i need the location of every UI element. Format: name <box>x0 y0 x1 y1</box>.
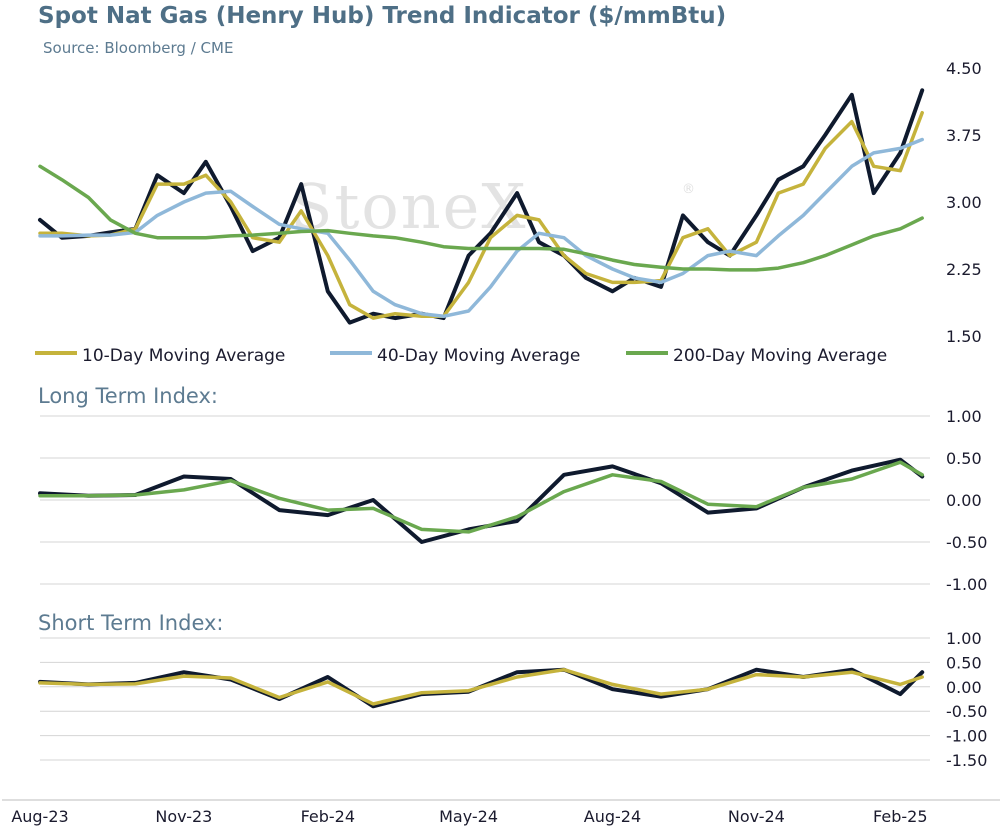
long-term-index-panel: 1.00 0.50 0.00 -0.50 -1.00 <box>38 407 987 594</box>
y-tick-label: 1.00 <box>946 407 982 426</box>
y-tick-label: -0.50 <box>946 702 987 721</box>
y-tick-label: 3.00 <box>946 193 982 212</box>
y-tick-label: 3.75 <box>946 126 982 145</box>
x-tick-label: Nov-23 <box>155 807 212 826</box>
y-tick-label: 1.50 <box>946 327 982 346</box>
y-tick-label: 0.00 <box>946 491 982 510</box>
legend-label-ma10: 10-Day Moving Average <box>82 346 285 366</box>
x-tick-label: Feb-25 <box>873 807 927 826</box>
series-line-ma10 <box>38 667 924 706</box>
legend-label-ma200: 200-Day Moving Average <box>673 346 887 366</box>
x-tick-label: Feb-24 <box>301 807 355 826</box>
y-tick-label: -1.00 <box>946 727 987 746</box>
chart-source: Source: Bloomberg / CME <box>43 39 233 57</box>
y-tick-label: 1.00 <box>946 629 982 648</box>
x-axis-labels: Aug-23 Nov-23 Feb-24 May-24 Aug-24 Nov-24 Feb-… <box>2 799 1000 826</box>
y-tick-label: -1.00 <box>946 575 987 594</box>
x-tick-label: Aug-23 <box>11 807 68 826</box>
x-tick-label: Aug-24 <box>584 807 641 826</box>
y-tick-label: 0.50 <box>946 449 982 468</box>
series-line-ma10 <box>38 110 924 320</box>
long-term-index-title: Long Term Index: <box>38 384 218 408</box>
price-panel: 4.50 3.75 3.00 2.25 1.50 <box>38 59 982 346</box>
short-term-index-title: Short Term Index: <box>38 611 224 635</box>
series-line-ma40 <box>38 137 924 319</box>
watermark-registered-mark: ® <box>682 182 695 197</box>
x-tick-label: May-24 <box>439 807 498 826</box>
y-tick-label: 4.50 <box>946 59 982 78</box>
y-tick-label: 2.25 <box>946 260 982 279</box>
series-line-ma200 <box>38 164 924 272</box>
chart-title: Spot Nat Gas (Henry Hub) Trend Indicator… <box>38 3 726 29</box>
y-tick-label: 0.50 <box>946 653 982 672</box>
series-line-price <box>38 88 925 325</box>
y-tick-label: -0.50 <box>946 533 987 552</box>
legend-label-ma40: 40-Day Moving Average <box>377 346 580 366</box>
y-tick-label: -1.50 <box>946 751 987 770</box>
y-tick-label: 0.00 <box>946 678 982 697</box>
short-term-index-panel: 1.00 0.50 0.00 -0.50 -1.00 -1.50 <box>38 629 987 770</box>
legend: 10-Day Moving Average 40-Day Moving Aver… <box>35 346 887 366</box>
series-line-ma200 <box>38 460 924 534</box>
x-tick-label: Nov-24 <box>728 807 785 826</box>
